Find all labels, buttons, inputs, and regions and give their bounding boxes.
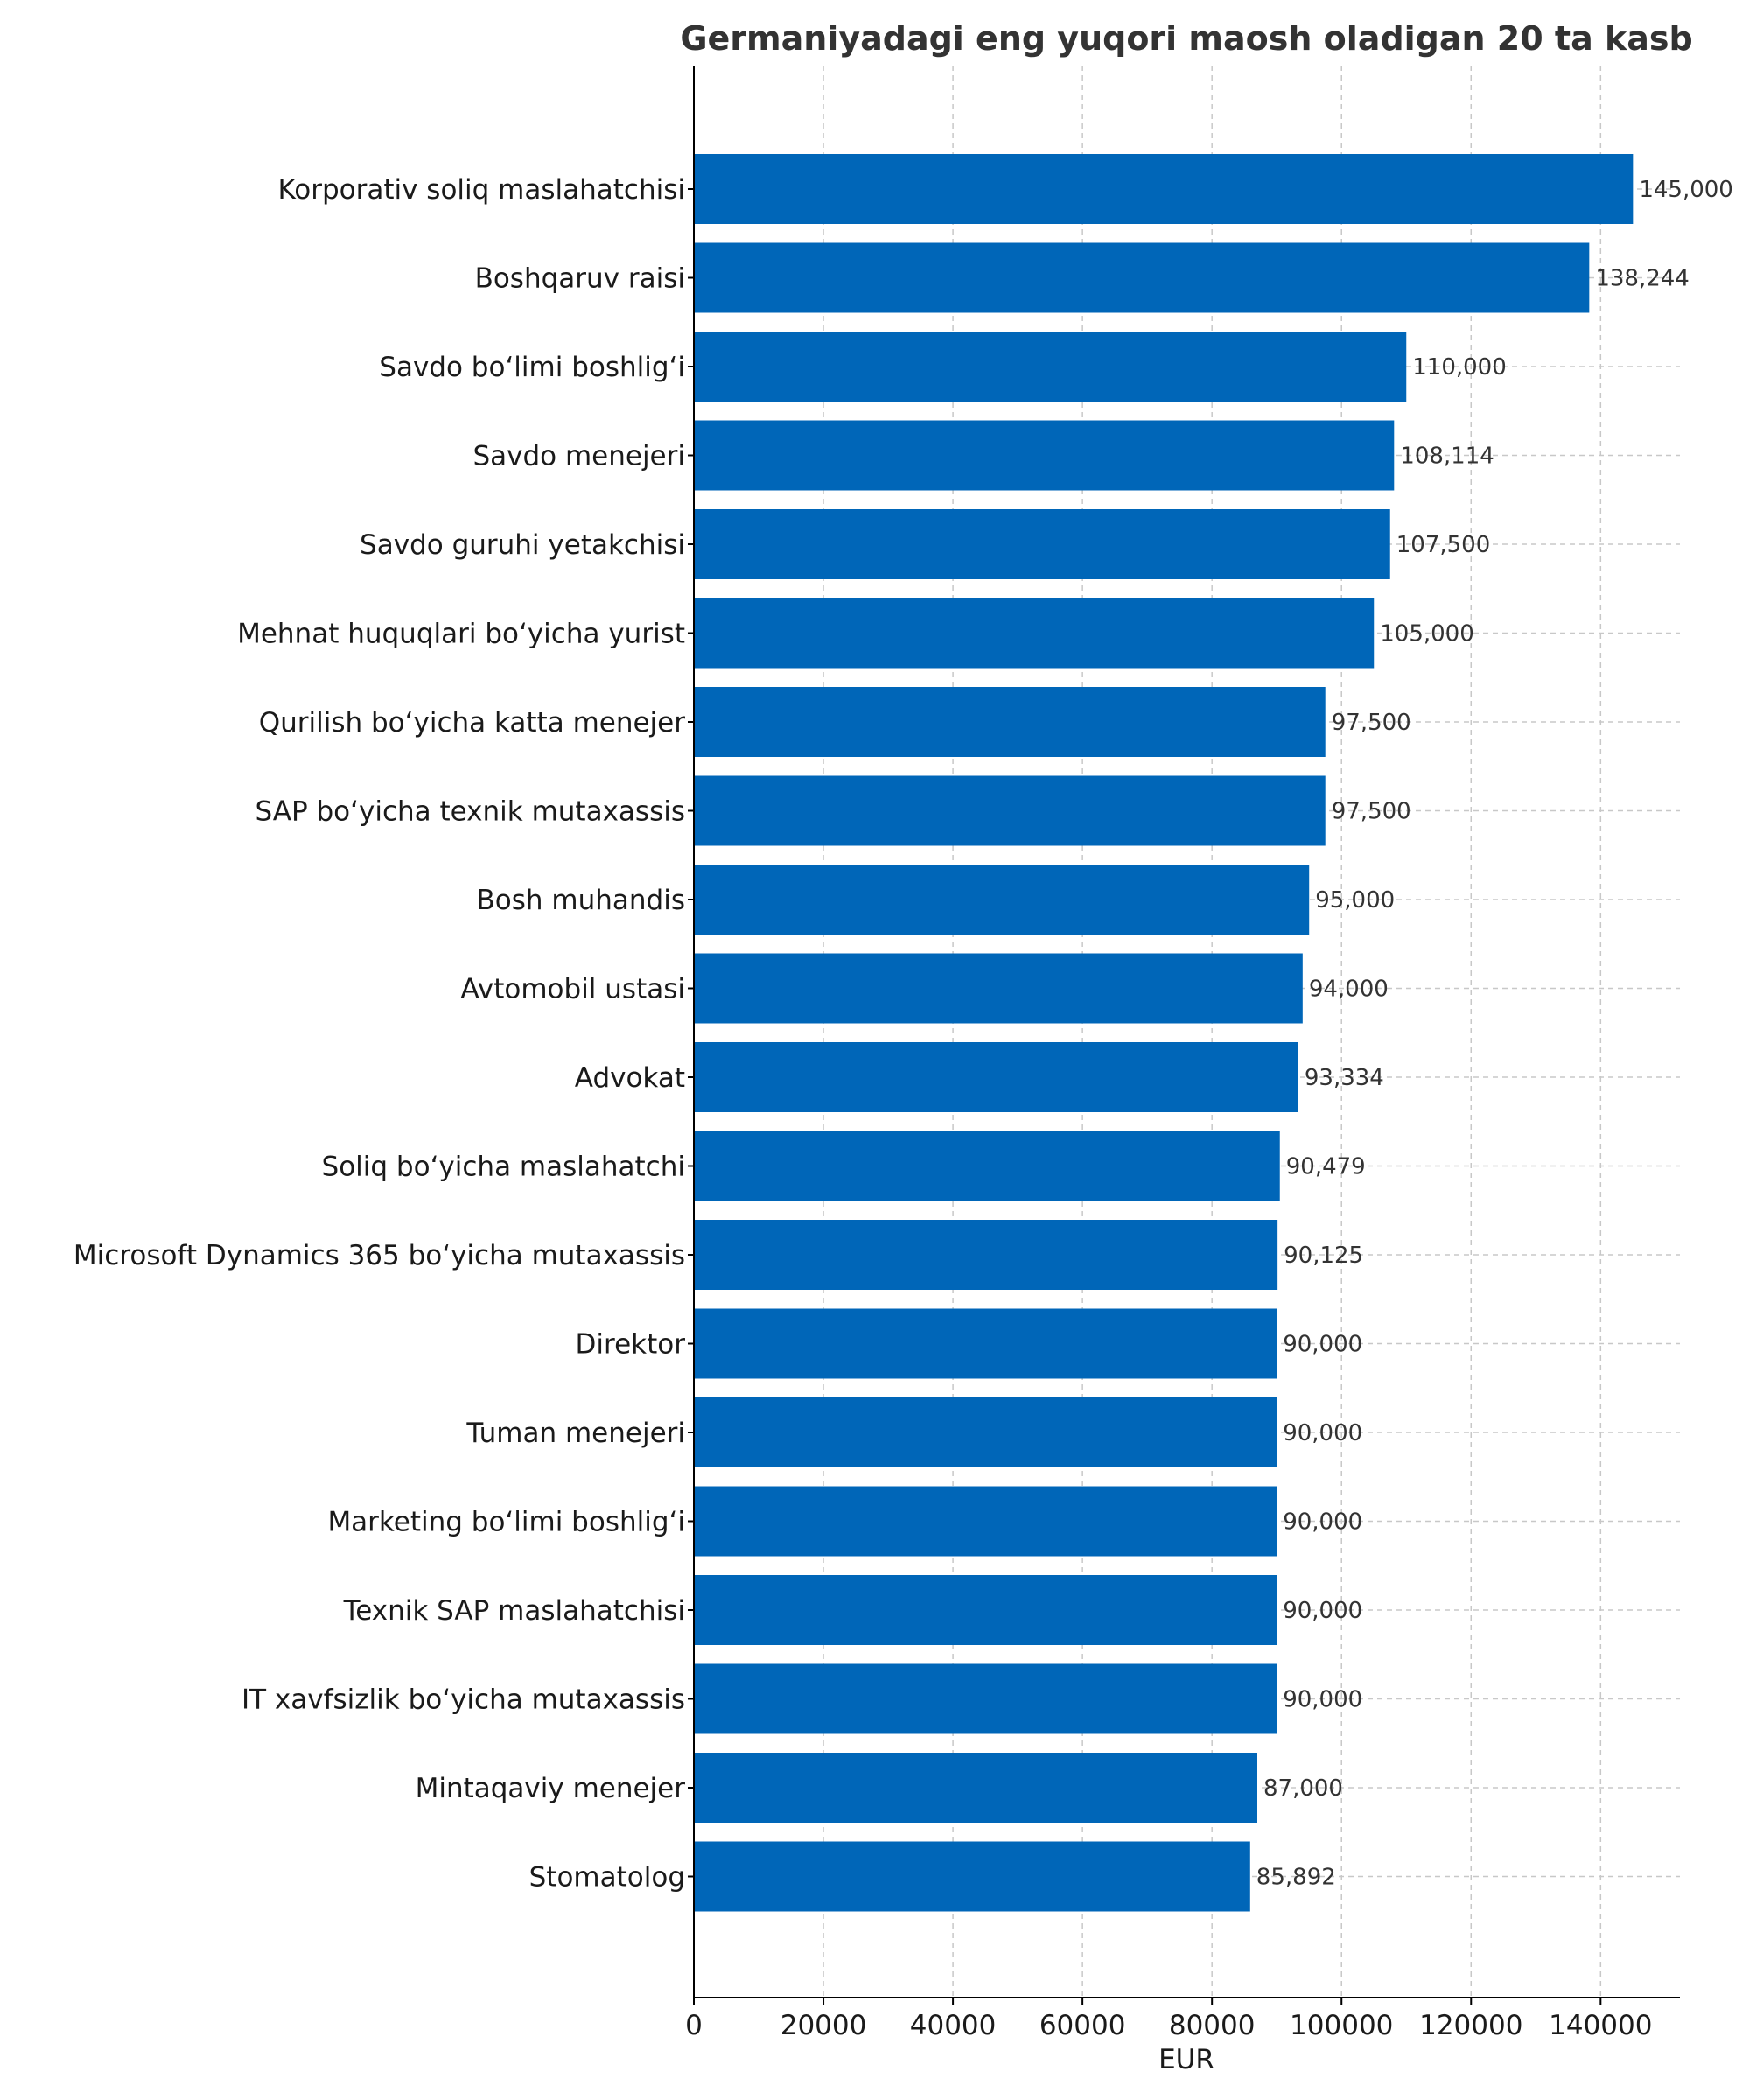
bar: [694, 332, 1407, 402]
bar: [694, 420, 1395, 491]
category-label: IT xavfsizlik boʻyicha mutaxassis: [242, 1684, 685, 1716]
x-tick-label: 0: [685, 2010, 703, 2041]
x-axis-title: EUR: [1158, 2044, 1214, 2076]
x-tick-label: 20000: [780, 2010, 867, 2041]
bar-value-label: 138,244: [1595, 266, 1690, 292]
bar-value-label: 90,000: [1283, 1332, 1362, 1358]
bar: [694, 1663, 1278, 1734]
x-tick-label: 80000: [1169, 2010, 1256, 2041]
category-label: Boshqaruv raisi: [475, 263, 685, 295]
bar: [694, 1575, 1278, 1645]
bar-value-label: 145,000: [1639, 177, 1733, 203]
category-label: Savdo guruhi yetakchisi: [360, 529, 685, 561]
bar-value-label: 110,000: [1412, 354, 1507, 381]
bar-value-label: 90,000: [1283, 1420, 1362, 1446]
bar: [694, 154, 1634, 224]
bar: [694, 1486, 1278, 1557]
bar-value-label: 90,479: [1286, 1154, 1366, 1180]
bar: [694, 1308, 1278, 1379]
category-label: Savdo boʻlimi boshligʻi: [379, 352, 685, 383]
category-label: Direktor: [576, 1329, 686, 1361]
x-axis-ticks: 0 20000 40000 60000 80000 100000 120000 140000: [685, 1998, 1652, 2041]
bar-value-label: 90,000: [1283, 1509, 1362, 1536]
bar-value-label: 93,334: [1305, 1065, 1384, 1091]
category-label: Avtomobil ustasi: [461, 974, 686, 1005]
bar: [694, 1753, 1257, 1823]
bar-value-label: 90,125: [1284, 1242, 1363, 1269]
chart-title: Germaniyadagi eng yuqori maosh oladigan …: [680, 19, 1692, 58]
category-label: Advokat: [575, 1062, 685, 1094]
category-label: Mintaqaviy menejer: [416, 1773, 686, 1804]
bar-value-label: 87,000: [1264, 1775, 1343, 1802]
x-tick-label: 100000: [1290, 2010, 1393, 2041]
bar: [694, 1130, 1280, 1201]
category-label: Mehnat huquqlari boʻyicha yurist: [237, 619, 685, 650]
bar: [694, 864, 1310, 934]
category-label: Marketing boʻlimi boshligʻi: [327, 1507, 685, 1538]
bar: [694, 598, 1375, 668]
bar: [694, 953, 1303, 1024]
category-label: Bosh muhandis: [477, 885, 685, 916]
bar-value-label: 94,000: [1309, 976, 1389, 1003]
bar: [694, 1841, 1250, 1912]
bar: [694, 775, 1326, 846]
x-tick-label: 120000: [1419, 2010, 1522, 2041]
bar-value-label: 108,114: [1400, 444, 1494, 470]
category-label: Tuman menejeri: [466, 1418, 685, 1449]
bars: [694, 154, 1634, 1912]
bar: [694, 1042, 1298, 1112]
bar: [694, 509, 1390, 579]
bar-value-label: 105,000: [1380, 621, 1474, 648]
category-label: SAP boʻyicha texnik mutaxassis: [255, 796, 685, 828]
category-label: Savdo menejeri: [472, 441, 685, 472]
bar: [694, 687, 1326, 757]
bar-value-label: 97,500: [1332, 710, 1411, 736]
bar-value-label: 90,000: [1283, 1598, 1362, 1624]
category-label: Qurilish boʻyicha katta menejer: [259, 707, 686, 738]
value-labels: 145,000 138,244 110,000 108,114 107,500 105,0…: [1256, 177, 1733, 1891]
x-tick-label: 40000: [910, 2010, 997, 2041]
category-label: Stomatolog: [529, 1862, 685, 1894]
category-label: Texnik SAP maslahatchisi: [343, 1595, 685, 1627]
bar: [694, 1397, 1278, 1467]
category-labels: Korporativ soliq maslahatchisi Boshqaruv …: [74, 174, 694, 1894]
bar-value-label: 90,000: [1283, 1687, 1362, 1713]
bar-value-label: 97,500: [1332, 799, 1411, 825]
bar-value-label: 95,000: [1315, 887, 1395, 914]
category-label: Soliq boʻyicha maslahatchi: [322, 1152, 685, 1183]
x-tick-label: 140000: [1549, 2010, 1652, 2041]
x-tick-label: 60000: [1040, 2010, 1126, 2041]
category-label: Microsoft Dynamics 365 boʻyicha mutaxass…: [74, 1240, 685, 1271]
category-label: Korporativ soliq maslahatchisi: [277, 174, 685, 206]
bar-value-label: 85,892: [1256, 1865, 1336, 1891]
bar-value-label: 107,500: [1396, 532, 1491, 558]
bar: [694, 242, 1590, 313]
bar: [694, 1220, 1278, 1290]
